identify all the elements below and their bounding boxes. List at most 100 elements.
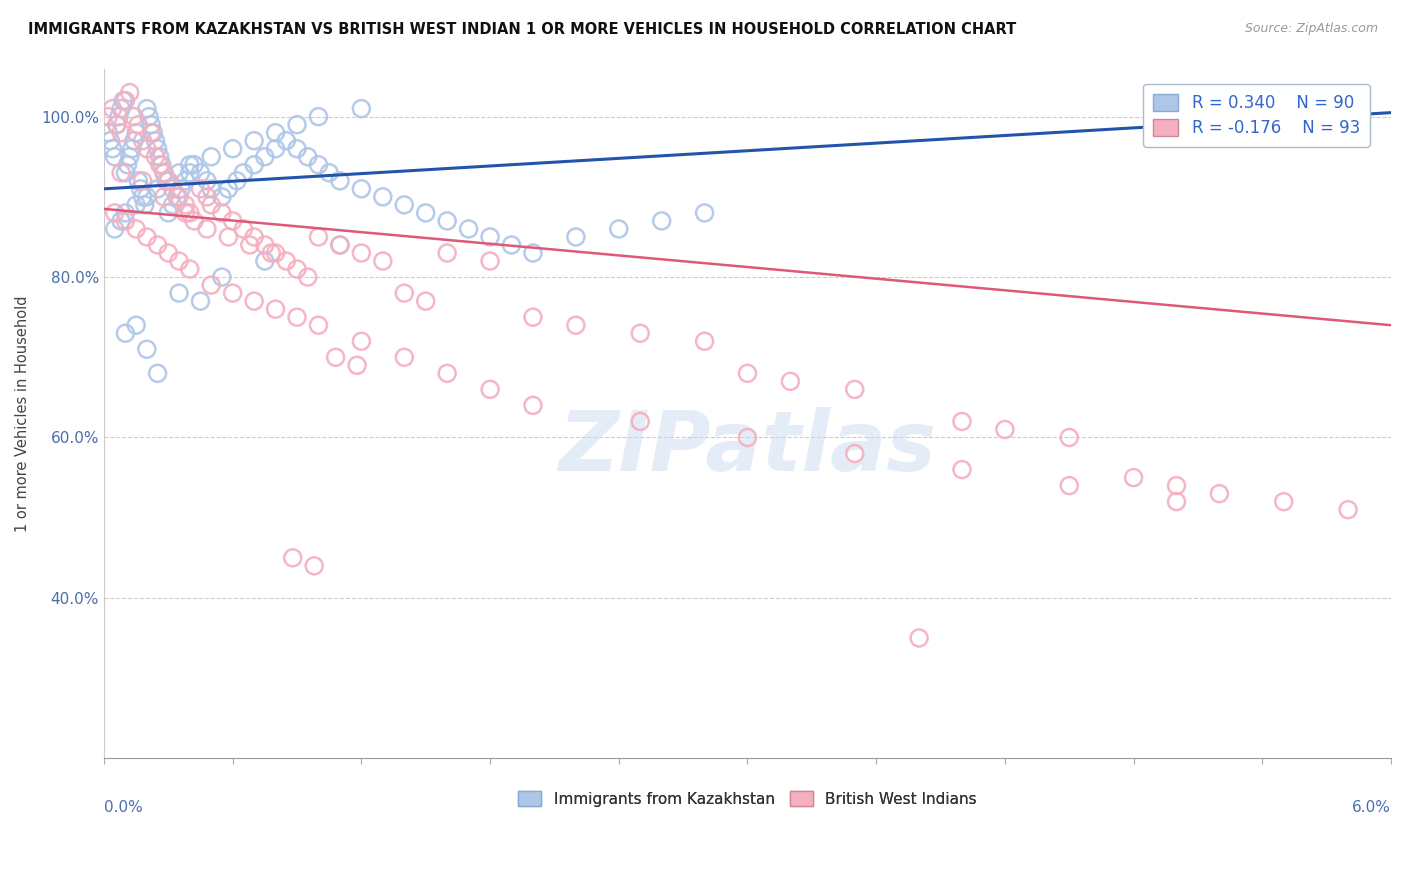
Point [122,134,145,148]
Point [1057,430,1080,444]
Point [104,150,127,164]
Point [105,118,128,132]
Point [346,359,368,373]
Point [142,126,165,140]
Point [693,206,716,220]
Point [101,142,124,156]
Point [125,198,148,212]
Point [522,246,544,260]
Point [162,182,184,196]
Point [146,142,169,156]
Point [522,398,544,412]
Text: 6.0%: 6.0% [1353,800,1391,814]
Point [232,222,254,236]
Point [179,262,201,277]
Point [737,367,759,381]
Point [394,286,416,301]
Point [371,190,394,204]
Point [110,102,132,116]
Point [651,214,673,228]
Point [105,118,128,132]
Point [522,310,544,325]
Point [125,222,148,236]
Point [131,134,153,148]
Point [174,174,197,188]
Point [114,214,136,228]
Point [693,334,716,349]
Point [135,190,157,204]
Point [243,134,266,148]
Point [150,158,173,172]
Point [129,182,152,196]
Point [200,182,222,196]
Point [125,318,148,333]
Point [195,190,218,204]
Point [149,158,172,172]
Point [135,102,157,116]
Point [101,102,124,116]
Point [190,294,212,309]
Point [297,270,319,285]
Point [141,118,163,132]
Point [308,158,330,172]
Point [394,198,416,212]
Point [479,383,502,397]
Point [157,174,180,188]
Point [436,214,458,228]
Point [436,367,458,381]
Point [285,262,308,277]
Point [844,383,866,397]
Point [131,190,153,204]
Point [329,238,352,252]
Point [501,238,523,252]
Point [112,94,135,108]
Point [183,214,205,228]
Point [97,110,120,124]
Point [131,174,153,188]
Point [779,375,801,389]
Point [153,190,176,204]
Point [302,558,325,573]
Point [195,222,218,236]
Point [138,110,160,124]
Point [950,462,973,476]
Point [565,318,588,333]
Point [239,238,262,252]
Point [318,166,340,180]
Point [134,198,156,212]
Legend: Immigrants from Kazakhstan, British West Indians: Immigrants from Kazakhstan, British West… [512,785,983,813]
Point [190,182,212,196]
Point [308,110,330,124]
Point [350,102,373,116]
Point [125,126,148,140]
Point [737,430,759,444]
Point [114,206,136,220]
Point [211,206,233,220]
Point [167,286,190,301]
Text: IMMIGRANTS FROM KAZAKHSTAN VS BRITISH WEST INDIAN 1 OR MORE VEHICLES IN HOUSEHOL: IMMIGRANTS FROM KAZAKHSTAN VS BRITISH WE… [28,22,1017,37]
Point [157,246,180,260]
Point [243,294,266,309]
Point [1166,478,1188,492]
Point [200,198,222,212]
Point [950,414,973,428]
Point [157,174,180,188]
Point [200,278,222,293]
Point [108,110,131,124]
Point [371,254,394,268]
Point [243,158,266,172]
Y-axis label: 1 or more Vehicles in Household: 1 or more Vehicles in Household [15,295,30,532]
Point [114,326,136,341]
Point [114,166,136,180]
Point [179,166,201,180]
Point [157,206,180,220]
Point [308,230,330,244]
Point [110,166,132,180]
Point [276,254,298,268]
Point [104,206,127,220]
Text: ZIPatlas: ZIPatlas [558,408,936,489]
Point [628,326,651,341]
Point [281,550,304,565]
Point [350,182,373,196]
Point [276,134,298,148]
